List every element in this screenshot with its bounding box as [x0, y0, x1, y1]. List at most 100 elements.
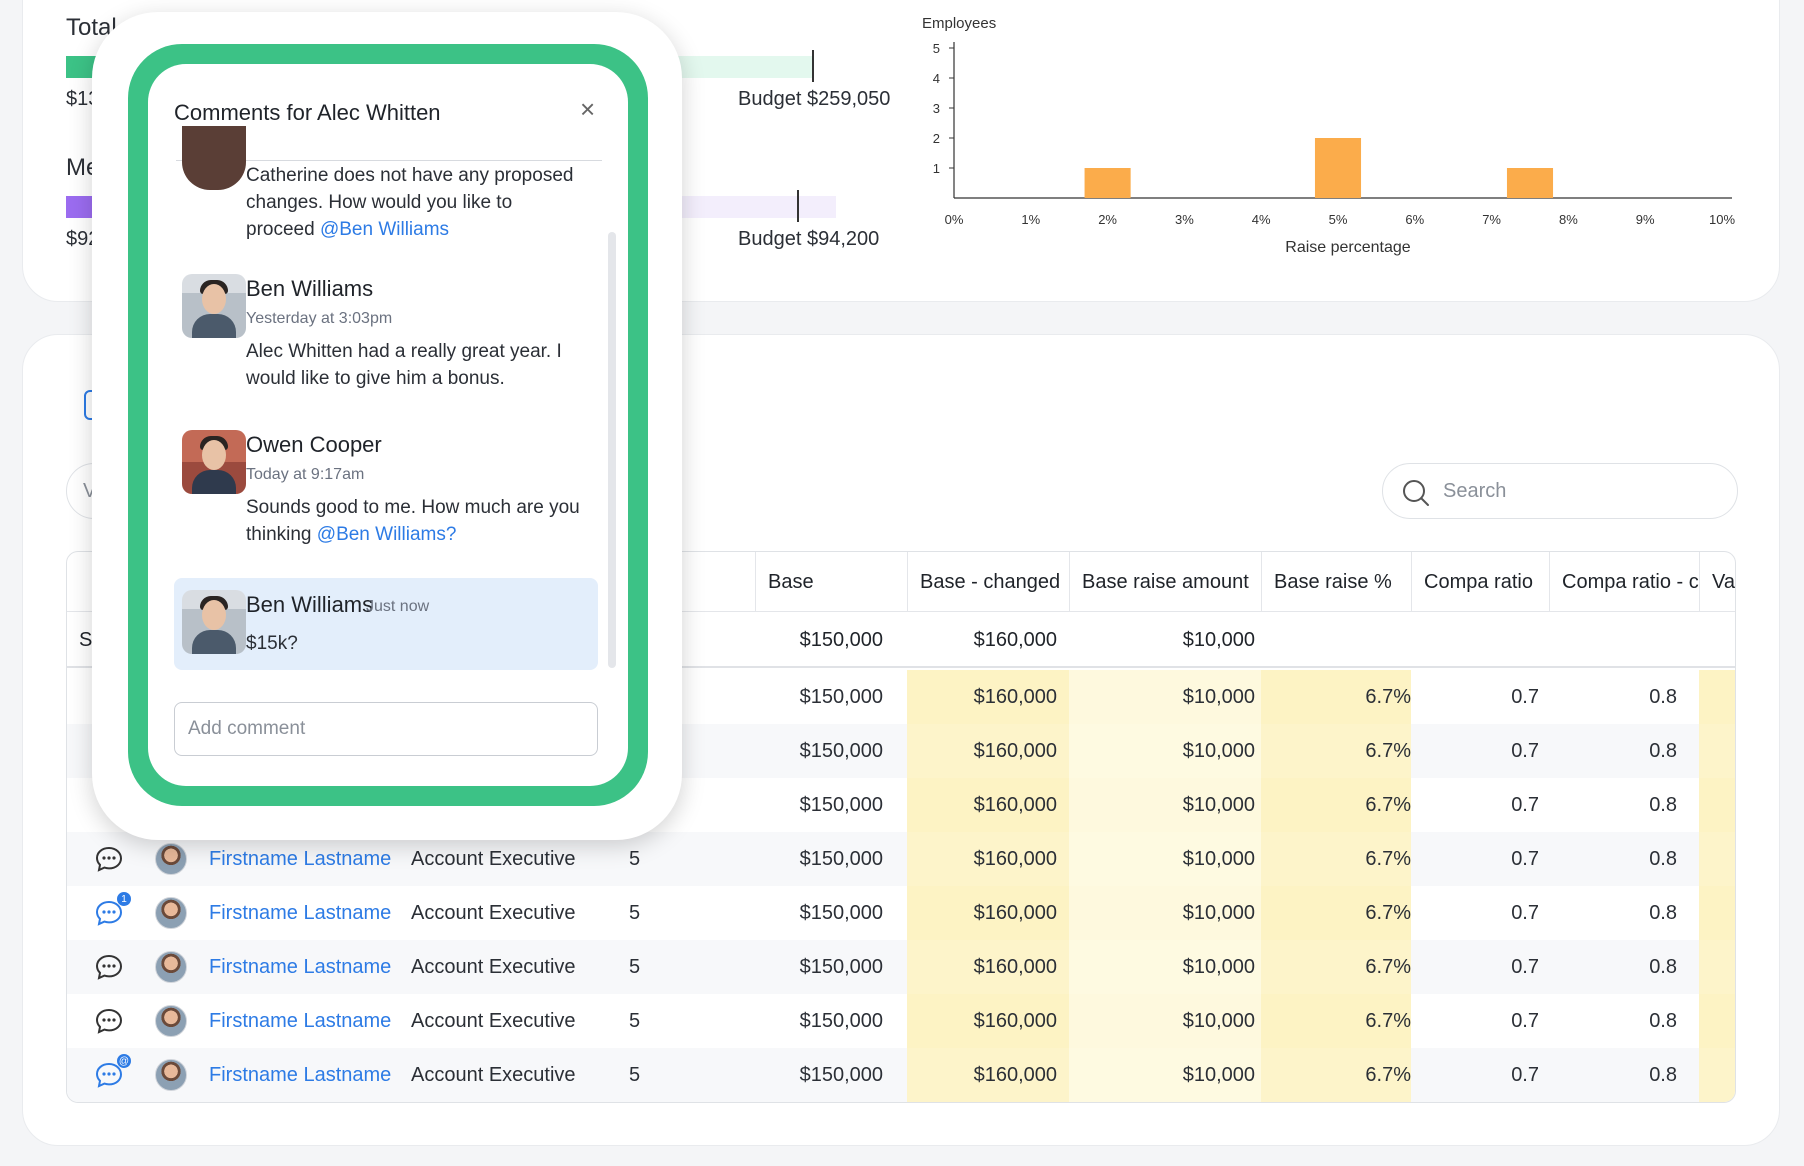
- histogram-bar: [1506, 168, 1554, 198]
- highlight-column: [1699, 940, 1735, 994]
- cell-compa: 0.7: [1511, 847, 1539, 870]
- popup-title: Comments for Alec Whitten: [174, 100, 441, 125]
- x-axis-label: Raise percentage: [1285, 239, 1411, 256]
- highlight-column: [1069, 778, 1261, 832]
- cell-base: $150,000: [799, 739, 883, 762]
- header-base[interactable]: Base: [755, 552, 895, 612]
- comment-text: $15k?: [246, 630, 586, 657]
- cell-raise-pct: 6.7%: [1365, 739, 1411, 762]
- highlight-column: [907, 1048, 1069, 1102]
- x-tick-label: 2%: [1098, 212, 1117, 227]
- highlight-column: [1699, 994, 1735, 1048]
- table-header: mance Base Base - changed Base raise amo…: [67, 552, 1735, 612]
- cell-base: $150,000: [799, 901, 883, 924]
- highlight-column: [907, 886, 1069, 940]
- header-base-raise-amount[interactable]: Base raise amount: [1069, 552, 1259, 612]
- comment-time: Today at 9:17am: [246, 466, 365, 483]
- comment-icon[interactable]: [95, 846, 123, 872]
- total-budget: Budget $259,050: [738, 88, 891, 110]
- performance-rating: 5: [629, 1063, 641, 1086]
- comment-icon[interactable]: [95, 954, 123, 980]
- performance-rating: 5: [629, 955, 641, 978]
- avatar: [155, 897, 187, 929]
- cell-compa: 0.7: [1511, 685, 1539, 708]
- header-base-raise-pct[interactable]: Base raise %: [1261, 552, 1411, 612]
- cell-compa-changed: 0.8: [1649, 955, 1677, 978]
- x-tick-label: 7%: [1482, 212, 1501, 227]
- histogram-bar: [1084, 168, 1131, 198]
- table-row[interactable]: Firstname Lastname Account Executive 5 $150…: [67, 994, 1735, 1048]
- avatar: [155, 843, 187, 875]
- comment-text-part: $15k?: [246, 633, 298, 654]
- cell-raise-amount: $10,000: [1182, 739, 1255, 762]
- employee-name-link[interactable]: Firstname Lastname: [209, 1063, 392, 1086]
- comment-text: Catherine does not have any proposed cha…: [246, 162, 586, 243]
- header-compa-ratio[interactable]: Compa ratio: [1411, 552, 1549, 612]
- comment-avatar: [182, 430, 246, 494]
- cell-raise-amount: $10,000: [1182, 793, 1255, 816]
- highlight-column: [1261, 832, 1411, 886]
- close-icon[interactable]: ×: [580, 94, 596, 124]
- table-row[interactable]: Firstname Lastname Account Executive 5 $150…: [67, 832, 1735, 886]
- cell-raise-amount: $10,000: [1182, 901, 1255, 924]
- x-tick-label: 8%: [1559, 212, 1578, 227]
- cell-compa-changed: 0.8: [1649, 739, 1677, 762]
- cell-compa-changed: 0.8: [1649, 1009, 1677, 1032]
- popup-scrollbar[interactable]: [608, 232, 616, 668]
- x-tick-label: 6%: [1405, 212, 1424, 227]
- header-variance[interactable]: Var: [1699, 552, 1735, 612]
- mention-link[interactable]: @Ben Williams: [319, 219, 450, 240]
- cell-raise-pct: 6.7%: [1365, 1009, 1411, 1032]
- highlight-column: [907, 778, 1069, 832]
- highlight-column: [1069, 940, 1261, 994]
- highlight-column: [1261, 886, 1411, 940]
- table-row[interactable]: Firstname Lastname Account Executive 5 $150…: [67, 940, 1735, 994]
- x-tick-label: 1%: [1021, 212, 1040, 227]
- cell-base: $150,000: [799, 1063, 883, 1086]
- comment-icon[interactable]: [95, 900, 123, 926]
- job-title: Account Executive: [411, 1009, 576, 1032]
- search-input[interactable]: Search: [1382, 463, 1738, 519]
- cell-base: $150,000: [799, 685, 883, 708]
- employee-name-link[interactable]: Firstname Lastname: [209, 955, 392, 978]
- raise-histogram: Employees 1 2 3 4 5 0% 1% 2% 3% 4% 5% 6% 7% 8% 9% 10% Rai…: [922, 15, 1735, 256]
- merit-budget: Budget $94,200: [738, 228, 880, 250]
- mention-link[interactable]: @Ben Williams?: [316, 524, 457, 545]
- y-tick-label: 5: [933, 41, 940, 56]
- header-compa-ratio-changed[interactable]: Compa ratio - ch: [1549, 552, 1699, 612]
- highlight-column: [1069, 994, 1261, 1048]
- comment-icon[interactable]: [95, 1062, 123, 1088]
- employee-name-link[interactable]: Firstname Lastname: [209, 1009, 392, 1032]
- cell-raise-amount: $10,000: [1182, 685, 1255, 708]
- cell-compa-changed: 0.8: [1649, 685, 1677, 708]
- cell-compa: 0.7: [1511, 1009, 1539, 1032]
- highlight-column: [1261, 940, 1411, 994]
- cell-compa: 0.7: [1511, 793, 1539, 816]
- employee-name-link[interactable]: Firstname Lastname: [209, 901, 392, 924]
- comment-author: Ben Williams: [246, 276, 374, 301]
- cell-base-changed: $160,000: [973, 901, 1057, 924]
- search-icon: [1403, 480, 1429, 506]
- cell-base-changed: $160,000: [973, 793, 1057, 816]
- table-row[interactable]: @ Firstname Lastname Account Executive 5 $15…: [67, 1048, 1735, 1102]
- table-row[interactable]: 1 Firstname Lastname Account Executive 5 $15…: [67, 886, 1735, 940]
- cell-raise-amount: $10,000: [1182, 847, 1255, 870]
- performance-rating: 5: [629, 1009, 641, 1032]
- histogram-bar: [1314, 138, 1362, 198]
- cell-raise-pct: 6.7%: [1365, 847, 1411, 870]
- employee-table: mance Base Base - changed Base raise amo…: [66, 551, 1736, 1103]
- table-row[interactable]: $150,000 $160,000 $10,000 6.7% 0.7 0.8: [67, 670, 1735, 724]
- header-base-changed[interactable]: Base - changed: [907, 552, 1067, 612]
- cell-raise-amount: $10,000: [1182, 1009, 1255, 1032]
- y-tick-label: 1: [933, 161, 940, 176]
- comment-time: Just now: [366, 598, 430, 615]
- comment-icon[interactable]: [95, 1008, 123, 1034]
- table-row[interactable]: $150,000 $160,000 $10,000 6.7% 0.7 0.8: [67, 778, 1735, 832]
- x-tick-label: 9%: [1636, 212, 1655, 227]
- employee-name-link[interactable]: Firstname Lastname: [209, 847, 392, 870]
- comment-avatar: [182, 126, 246, 190]
- cell-base-changed: $160,000: [973, 1009, 1057, 1032]
- cell-raise-pct: 6.7%: [1365, 955, 1411, 978]
- highlight-column: [1699, 832, 1735, 886]
- add-comment-input[interactable]: [174, 702, 598, 756]
